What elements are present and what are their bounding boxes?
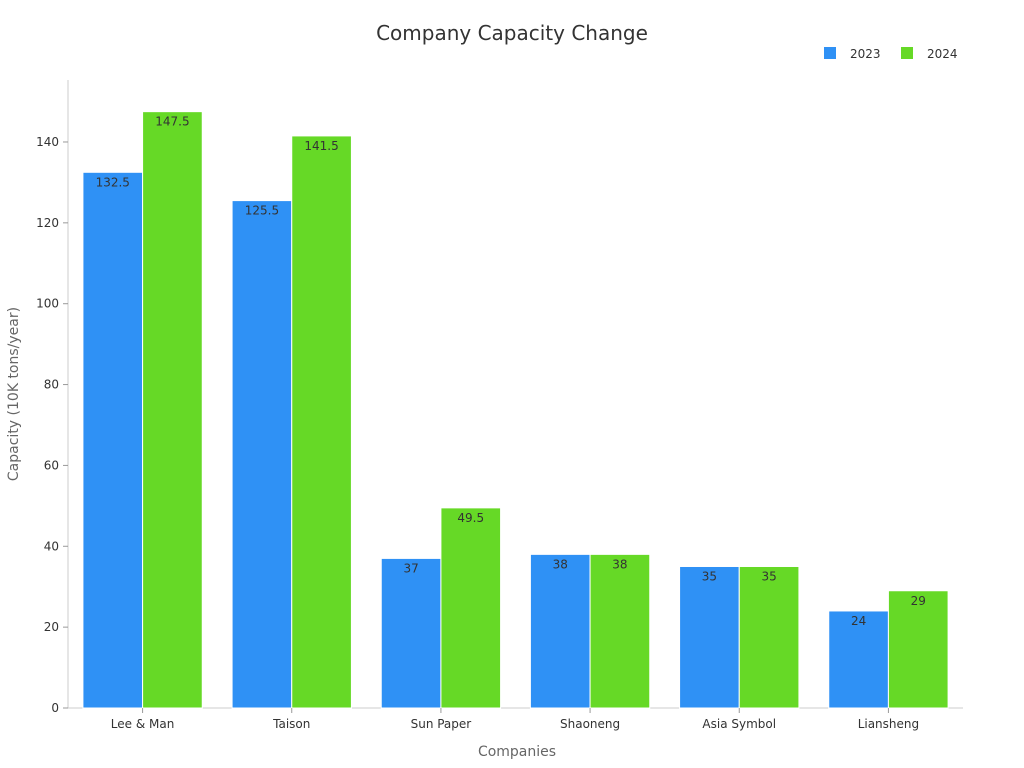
legend-label-2023: 2023 (850, 47, 881, 61)
legend-swatch-2023 (824, 47, 836, 59)
x-tick-label: Liansheng (858, 717, 919, 731)
bar-value-label: 38 (553, 557, 568, 571)
legend-label-2024: 2024 (927, 47, 958, 61)
legend: 2023 2024 (824, 47, 958, 61)
bar-2024 (142, 111, 203, 709)
x-tick-label: Shaoneng (560, 717, 620, 731)
x-axis-title: Companies (478, 744, 556, 760)
bar-2023 (380, 557, 442, 709)
bar-2023 (679, 565, 740, 709)
bar-value-label: 24 (851, 614, 866, 628)
chart-title: Company Capacity Change (376, 21, 648, 45)
bar-2023 (82, 171, 144, 709)
x-tick-label: Taison (272, 717, 310, 731)
bar-labels: 132.5 147.5 125.5 141.5 37 49.5 38 38 35 35 24 29 (96, 115, 926, 628)
bar-2024 (440, 507, 502, 709)
y-axis-title: Capacity (10K tons/year) (6, 307, 22, 481)
bar-value-label: 49.5 (457, 511, 484, 525)
bar-value-label: 35 (761, 569, 776, 583)
bar-2024 (291, 135, 352, 709)
y-tick-label: 40 (44, 539, 59, 553)
bars (82, 111, 949, 709)
y-tick-label: 120 (36, 216, 59, 230)
x-tick-label: Sun Paper (411, 717, 472, 731)
legend-swatch-2024 (901, 47, 913, 59)
y-tick-label: 0 (51, 701, 59, 715)
x-tick-label: Asia Symbol (702, 717, 776, 731)
y-tick-label: 20 (44, 620, 59, 634)
y-axis-ticks: 0 20 40 60 80 100 120 140 (36, 135, 68, 715)
bar-value-label: 29 (911, 594, 926, 608)
x-tick-label: Lee & Man (111, 717, 175, 731)
bar-2023 (529, 553, 591, 709)
bar-value-label: 141.5 (304, 139, 338, 153)
bar-2023 (231, 200, 293, 709)
bar-2024 (589, 553, 651, 709)
bar-value-label: 125.5 (245, 204, 279, 218)
bar-value-label: 37 (403, 561, 418, 575)
y-tick-label: 140 (36, 135, 59, 149)
y-tick-label: 100 (36, 297, 59, 311)
bar-2024 (738, 565, 800, 709)
bar-2024 (887, 590, 949, 709)
bar-value-label: 147.5 (155, 115, 189, 129)
bar-value-label: 35 (702, 569, 717, 583)
bar-value-label: 38 (612, 557, 627, 571)
bar-value-label: 132.5 (96, 175, 130, 189)
y-tick-label: 80 (44, 378, 59, 392)
y-tick-label: 60 (44, 458, 59, 472)
x-axis-ticks: Lee & Man Taison Sun Paper Shaoneng Asia Sym… (111, 708, 919, 731)
